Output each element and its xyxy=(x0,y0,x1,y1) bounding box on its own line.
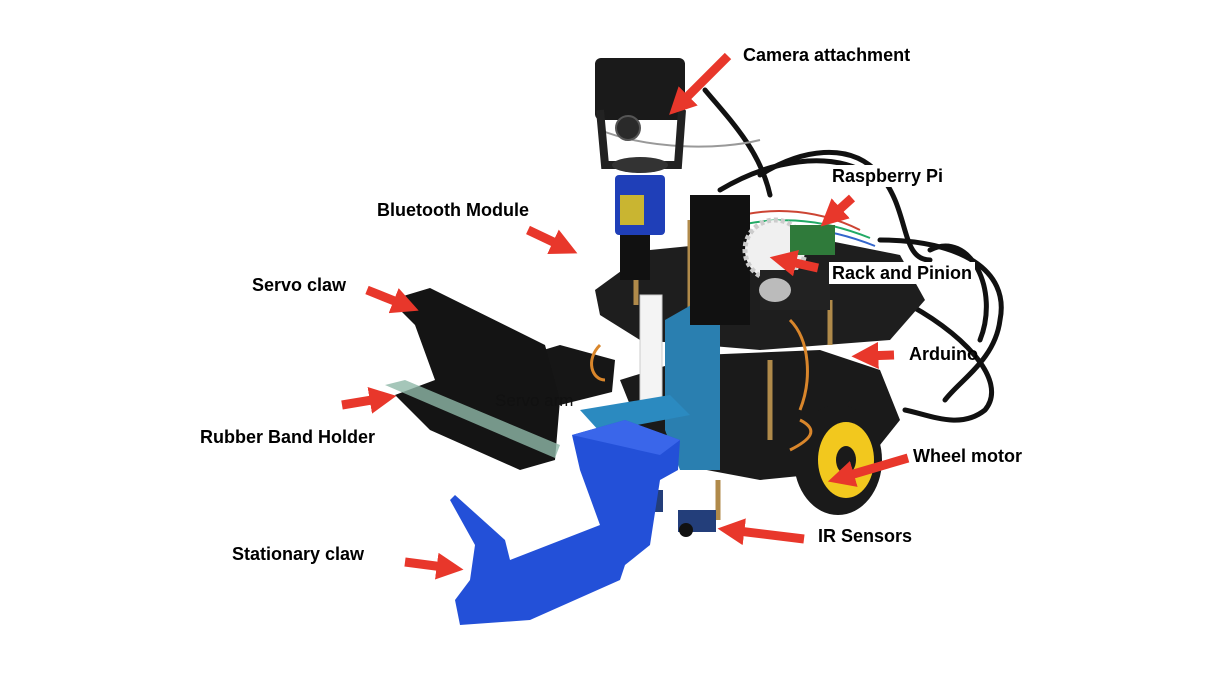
ir-emitter xyxy=(679,523,693,537)
label-servo-arm: Servo arm xyxy=(495,391,574,410)
camera-body xyxy=(595,58,685,120)
raspberry-pi-board xyxy=(790,225,835,255)
label-stationary-claw: Stationary claw xyxy=(232,544,365,564)
stationary-claw-shape xyxy=(450,420,680,625)
rack-motor-cap xyxy=(759,278,791,302)
teal-crossbar xyxy=(580,395,690,432)
cable-bundle xyxy=(702,87,1004,423)
arrow-camera xyxy=(669,52,732,115)
camera-lens xyxy=(615,115,641,141)
arrow-bluetooth xyxy=(526,225,578,255)
label-raspberry-pi: Raspberry Pi xyxy=(829,165,947,187)
arrow-arduino xyxy=(851,342,895,370)
label-bluetooth-module: Bluetooth Module xyxy=(377,200,529,220)
label-rubber-band-holder: Rubber Band Holder xyxy=(200,427,376,447)
annotation-arrows xyxy=(341,52,910,580)
servo-wires xyxy=(590,318,813,452)
label-servo-claw: Servo claw xyxy=(252,275,347,295)
label-ir-sensors: IR Sensors xyxy=(818,526,913,546)
tower-box xyxy=(690,195,750,325)
label-rack-and-pinion: Rack and Pinion xyxy=(829,262,976,284)
stationary-claw-top xyxy=(572,420,680,455)
arrow-rack-pinion xyxy=(769,249,819,277)
white-support xyxy=(639,294,663,406)
rubber-band-holder-bar xyxy=(385,380,560,458)
label-camera-attachment: Camera attachment xyxy=(743,45,911,65)
arrow-stationary-claw xyxy=(404,552,464,580)
servo-claw-shape xyxy=(390,288,560,470)
arrow-wheel-motor xyxy=(827,453,910,487)
label-arduino: Arduino xyxy=(909,344,978,364)
servo-label xyxy=(620,195,644,225)
arrow-raspberry-pi xyxy=(820,194,856,227)
label-wheel-motor: Wheel motor xyxy=(913,446,1023,466)
camera-pan-disc xyxy=(612,157,668,173)
arrow-rubber-band xyxy=(341,387,397,414)
teal-arm xyxy=(665,300,720,470)
servo-mount xyxy=(620,235,650,280)
arrow-servo-claw xyxy=(365,285,419,314)
arrow-ir-sensors xyxy=(717,518,805,546)
